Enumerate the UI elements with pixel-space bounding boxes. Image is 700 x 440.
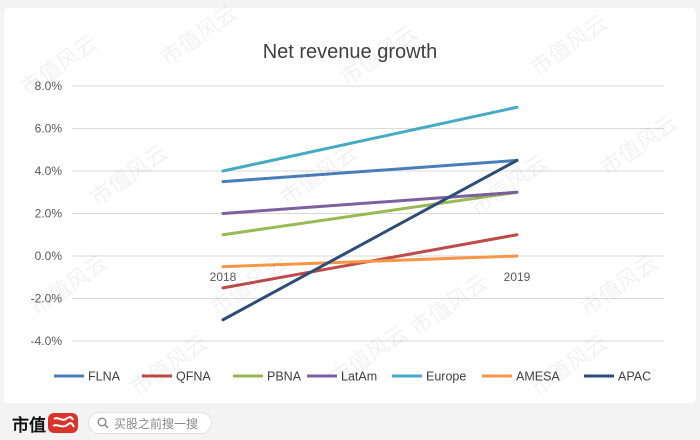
chart-title: Net revenue growth [263,41,438,63]
y-tick-label: 4.0% [35,164,63,178]
chart-card: Net revenue growth 8.0% 6.0% 4.0% 2.0% 0.0% -… [4,1,696,403]
y-tick-label: -2.0% [31,292,63,306]
y-tick-label: -4.0% [31,334,63,348]
y-tick-label: 2.0% [35,207,63,221]
search-placeholder: 买股之前搜一搜 [114,416,199,431]
series-line-europe [221,105,519,173]
brand-logo[interactable]: 市值 [12,411,78,436]
series-line-flna [221,158,519,184]
search-icon [97,417,109,429]
y-tick-label: 0.0% [35,249,63,263]
search-input[interactable]: 买股之前搜一搜 [88,412,212,434]
legend-label: PBNA [267,370,302,384]
legend-label: QFNA [176,370,211,384]
series-line-amesa [221,254,519,269]
legend-label: FLNA [88,370,121,384]
chart-svg: Net revenue growth 8.0% 6.0% 4.0% 2.0% 0.0% -… [31,41,664,384]
footer-bar: 市值 买股之前搜一搜 [0,406,700,440]
series-line-latam [221,190,519,215]
brand-mark-icon [48,413,78,433]
legend-label: Europe [426,370,466,384]
y-tick-label: 8.0% [35,79,63,93]
x-tick-label: 2019 [504,270,531,284]
legend-label: LatAm [341,370,377,384]
series-line-pbna [221,190,519,237]
legend-label: AMESA [516,370,560,384]
brand-name: 市值 [12,415,46,436]
y-tick-label: 6.0% [35,122,63,136]
x-tick-label: 2018 [210,270,237,284]
series-line-apac [221,158,519,322]
legend-label: APAC [618,370,651,384]
